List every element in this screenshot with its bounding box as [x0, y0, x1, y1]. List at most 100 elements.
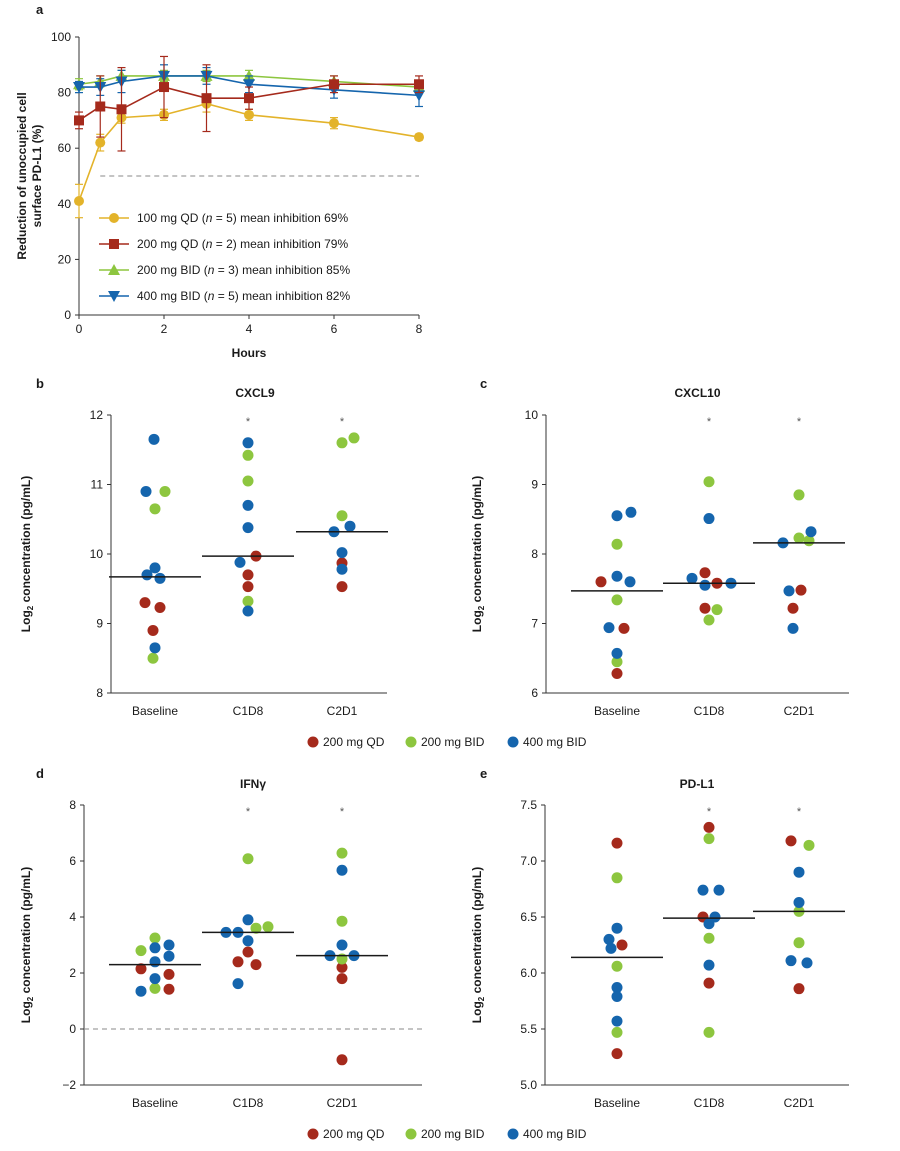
data-point: [74, 196, 84, 207]
significance-marker: *: [797, 806, 802, 818]
data-point-qd200: [163, 983, 175, 995]
data-point-bid400: [242, 522, 254, 534]
data-point-bid400: [703, 918, 715, 930]
data-point-qd200: [336, 961, 348, 973]
data-point-bid400: [703, 959, 715, 971]
data-point-bid400: [336, 547, 348, 559]
series-line: [78, 102, 420, 202]
legend-label-part: 400 mg BID (: [137, 289, 208, 303]
y-axis-label-line: surface PD-L1 (%): [30, 125, 44, 228]
y-tick-label: 6.5: [520, 910, 537, 924]
data-point: [414, 79, 424, 90]
y-axis-label: Reduction of unoccupied cellsurface PD-L…: [15, 92, 44, 259]
data-point-bid200: [703, 833, 715, 845]
y-tick-label: 9: [531, 478, 538, 492]
legend-dot-bid400: [507, 1128, 519, 1140]
data-point-bid200: [336, 510, 348, 522]
data-point-bid200: [803, 839, 815, 851]
data-point-bid200: [242, 475, 254, 487]
data-point: [329, 79, 339, 90]
data-point-bid400: [242, 499, 254, 511]
data-point-bid200: [348, 432, 360, 444]
data-point-qd200: [242, 581, 254, 593]
category-label: C1D8: [233, 1096, 264, 1110]
data-point-bid400: [611, 982, 623, 994]
data-point-bid400: [624, 576, 636, 588]
category-label: C2D1: [327, 1096, 358, 1110]
panel-c-cxcl10-scatter: c CXCL10 6 7 8 9 10 Baseline C1D8 * C2D1 * Log2 conc…: [470, 376, 849, 718]
y-tick-label: 8: [69, 798, 76, 812]
significance-marker: *: [707, 806, 712, 818]
data-point: [95, 101, 106, 112]
data-point-qd200: [135, 963, 147, 975]
y-tick-label: 5.0: [520, 1078, 537, 1092]
data-point-bid200: [611, 872, 623, 884]
data-point-bid400: [611, 991, 623, 1003]
data-point-bid400: [242, 914, 254, 926]
line-legend: 100 mg QD (n = 5) mean inhibition 69%200…: [99, 211, 350, 303]
data-point-bid400: [336, 939, 348, 951]
data-point-bid400: [611, 922, 623, 934]
y-axis-label-part: Log: [470, 610, 484, 632]
panel-b-cxcl9-scatter: b CXCL9 8 9 10 11 12 Baseline C1D8 * C2D1 * Log2 con…: [19, 376, 388, 718]
data-point-qd200: [793, 983, 805, 995]
data-point-qd200: [242, 946, 254, 958]
y-tick-label: 7.5: [520, 798, 537, 812]
legend-label-part: = 2) mean inhibition 79%: [212, 237, 348, 251]
y-axis-label-part: Log: [19, 1001, 33, 1023]
data-point: [329, 118, 339, 129]
y-tick-label: 10: [90, 547, 104, 561]
data-point-bid200: [242, 853, 254, 865]
legend-dot-bid200: [405, 1128, 417, 1140]
data-point-qd200: [618, 622, 630, 634]
data-point-bid400: [242, 935, 254, 947]
x-axis-label: Hours: [232, 346, 267, 360]
panel-letter: b: [36, 376, 44, 391]
legend-dot-qd200: [307, 736, 319, 748]
data-point-qd200: [703, 821, 715, 833]
legend-label: 200 mg BID: [421, 1127, 485, 1141]
legend-marker: [109, 213, 119, 223]
y-axis-label-sub: 2: [477, 996, 486, 1001]
legend-label: 200 mg QD: [323, 735, 385, 749]
y-tick-label: 20: [58, 252, 72, 266]
data-point: [116, 104, 127, 115]
data-point-bid200: [611, 960, 623, 972]
data-point-qd200: [595, 576, 607, 588]
data-point-bid200: [793, 532, 805, 544]
dose-legend-top: 200 mg QD 200 mg BID 400 mg BID: [307, 735, 587, 749]
panel-e-pdl1-scatter: e PD-L1 5.0 5.5 6.0 6.5 7.0 7.5 Baseline C1D8 * C2D…: [470, 766, 849, 1110]
legend-label-part: 200 mg QD (: [137, 237, 206, 251]
data-point-bid200: [611, 594, 623, 606]
data-point-bid400: [783, 585, 795, 597]
panel-title: PD-L1: [680, 777, 715, 791]
data-point: [414, 132, 424, 143]
data-point: [244, 109, 254, 120]
legend-label: 400 mg BID: [523, 1127, 587, 1141]
data-point-bid200: [262, 921, 274, 933]
data-point-qd200: [139, 597, 151, 609]
data-point-bid400: [703, 513, 715, 525]
data-point-bid400: [611, 570, 623, 582]
legend-label: 200 mg QD (n = 2) mean inhibition 79%: [137, 237, 348, 251]
data-point-qd200: [787, 602, 799, 614]
panel-letter: a: [36, 2, 44, 17]
category-label: Baseline: [132, 704, 178, 718]
data-point-qd200: [703, 977, 715, 989]
data-point-bid200: [135, 945, 147, 957]
y-tick-label: 7: [531, 617, 538, 631]
data-point-qd200: [336, 973, 348, 985]
legend-label-n: n: [208, 263, 215, 277]
data-point: [243, 79, 255, 91]
data-point-bid400: [149, 642, 161, 654]
y-tick-label: 100: [51, 30, 71, 44]
data-point-bid400: [805, 526, 817, 538]
data-point-bid400: [603, 933, 615, 945]
significance-marker: *: [246, 416, 251, 428]
data-point-bid400: [141, 569, 153, 581]
y-tick-label: 6: [531, 686, 538, 700]
data-point-qd200: [785, 835, 797, 847]
data-point-qd200: [611, 668, 623, 680]
category-label: C1D8: [233, 704, 264, 718]
